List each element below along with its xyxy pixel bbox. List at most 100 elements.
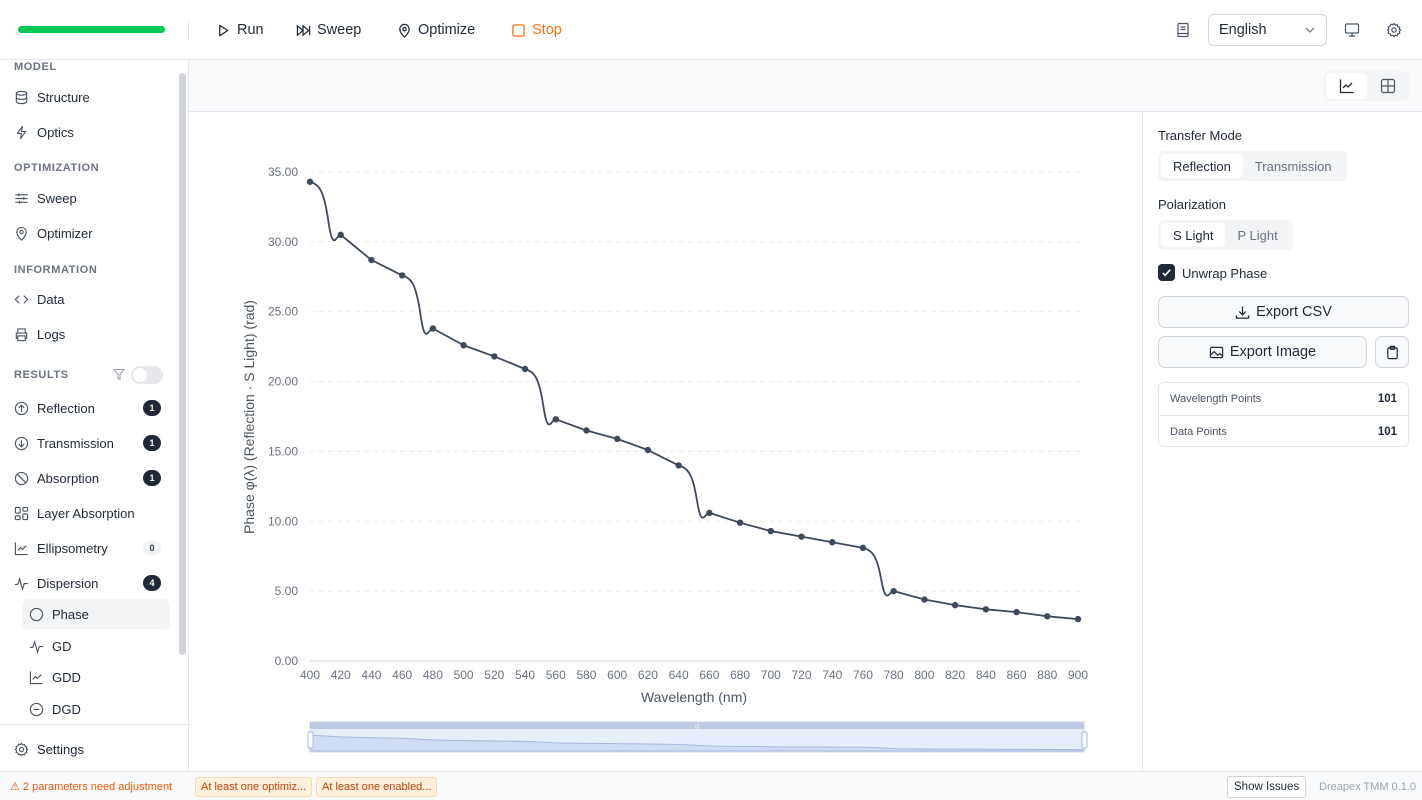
issue-chip[interactable]: At least one enabled...: [316, 777, 438, 797]
data-point[interactable]: [675, 462, 682, 469]
data-point[interactable]: [306, 178, 314, 185]
sidebar-subitem-gd[interactable]: GD: [22, 631, 170, 661]
data-zoom-slider[interactable]: |||: [307, 721, 1088, 753]
sidebar-item-transmission[interactable]: Transmission: [14, 430, 164, 456]
sidebar-item-settings[interactable]: Settings: [14, 736, 164, 762]
sidebar-item-data[interactable]: Data: [14, 286, 164, 312]
gear-icon: [1386, 22, 1402, 38]
data-point[interactable]: [614, 435, 621, 443]
zoom-handle-right[interactable]: [1081, 731, 1088, 749]
data-point[interactable]: [706, 509, 713, 517]
data-point[interactable]: [736, 519, 744, 526]
data-point[interactable]: [982, 606, 990, 613]
data-point[interactable]: [644, 446, 652, 454]
phase-line-chart[interactable]: 0.00 5.00 10.00 15.00 20.00 25.00 30.00 35.00 4…: [189, 112, 1142, 771]
sidebar-subitem-gdd[interactable]: GDD: [22, 662, 170, 692]
sidebar-item-dispersion[interactable]: Dispersion: [14, 570, 164, 596]
printer-icon: [15, 327, 28, 341]
section-optimization: OPTIMIZATION: [14, 162, 100, 174]
data-point[interactable]: [460, 342, 467, 349]
view-toggle: [1324, 71, 1410, 101]
display-button[interactable]: [1342, 20, 1362, 40]
export-csv-button[interactable]: Export CSV: [1158, 296, 1409, 328]
data-point[interactable]: [521, 365, 529, 373]
sidebar-label: Data: [37, 291, 65, 307]
arrow-up-circle-icon: [14, 401, 29, 415]
data-point[interactable]: [859, 544, 867, 552]
activity-icon: [14, 576, 29, 591]
show-issues-button[interactable]: Show Issues: [1227, 776, 1307, 798]
zoom-handle-left[interactable]: [307, 731, 314, 749]
settings-button[interactable]: [1384, 20, 1404, 40]
sidebar-item-logs[interactable]: Logs: [14, 321, 164, 347]
unwrap-phase-checkbox[interactable]: [1158, 264, 1175, 281]
x-tick-label: 740: [822, 668, 842, 682]
transfer-mode-reflection[interactable]: Reflection: [1161, 154, 1243, 178]
grid-icon: [1380, 78, 1395, 94]
polarization-p-light[interactable]: P Light: [1237, 227, 1278, 243]
filter-icon[interactable]: [113, 368, 125, 381]
sidebar-item-absorption[interactable]: Absorption: [14, 465, 164, 491]
sidebar-scrollbar[interactable]: [179, 73, 186, 655]
data-point[interactable]: [1013, 608, 1020, 616]
results-filter-toggle[interactable]: [131, 366, 163, 384]
polarization-s-light[interactable]: S Light: [1161, 223, 1226, 247]
copy-to-clipboard-button[interactable]: [1375, 336, 1409, 368]
x-tick-label: 820: [945, 668, 965, 682]
sidebar-item-layer-absorption[interactable]: Layer Absorption: [14, 500, 164, 526]
y-tick-label: 20.00: [268, 375, 298, 389]
transfer-mode-transmission[interactable]: Transmission: [1254, 158, 1332, 174]
export-image-button[interactable]: Export Image: [1158, 336, 1367, 368]
sidebar-item-optimizer[interactable]: Optimizer: [14, 220, 164, 246]
sidebar-subitem-phase[interactable]: Phase: [22, 599, 170, 629]
data-point[interactable]: [429, 325, 437, 332]
data-point[interactable]: [583, 427, 590, 434]
y-tick-label: 15.00: [268, 444, 298, 458]
parameter-warning[interactable]: ⚠ 2 parameters need adjustment: [10, 781, 173, 793]
reflection-count-badge: 1: [143, 400, 161, 416]
data-point[interactable]: [921, 596, 928, 603]
sidebar-item-ellipsometry[interactable]: Ellipsometry: [14, 535, 164, 561]
table-view-button[interactable]: [1367, 73, 1408, 99]
data-point[interactable]: [491, 353, 498, 360]
sidebar-item-reflection[interactable]: Reflection: [14, 395, 164, 421]
x-tick-label: 620: [638, 668, 658, 682]
data-point[interactable]: [368, 256, 375, 264]
absorption-count-badge: 1: [143, 470, 161, 486]
data-point[interactable]: [890, 587, 897, 595]
data-point[interactable]: [951, 601, 959, 609]
sweep-button[interactable]: Sweep: [296, 18, 361, 42]
docs-button[interactable]: [1173, 20, 1193, 40]
data-point[interactable]: [829, 539, 836, 546]
data-point[interactable]: [798, 533, 805, 540]
data-point[interactable]: [552, 416, 559, 423]
clipboard-icon: [1386, 345, 1398, 359]
stop-square-icon: [512, 23, 525, 37]
chevron-down-icon: [1305, 27, 1315, 33]
chart-view-button[interactable]: [1326, 73, 1367, 99]
stop-button[interactable]: Stop: [511, 18, 562, 42]
data-point[interactable]: [398, 272, 406, 279]
data-point[interactable]: [337, 231, 344, 239]
optimize-button[interactable]: Optimize: [397, 18, 475, 42]
check-icon: [1162, 269, 1171, 277]
data-point[interactable]: [1044, 613, 1051, 620]
section-information: INFORMATION: [14, 264, 98, 276]
issue-chip[interactable]: At least one optimiz...: [195, 777, 313, 797]
sidebar-item-structure[interactable]: Structure: [14, 84, 164, 110]
x-tick-label: 840: [976, 668, 996, 682]
sidebar-item-sweep[interactable]: Sweep: [14, 185, 164, 211]
ellipsometry-count-badge: 0: [143, 540, 161, 556]
transfer-mode-segmented: Reflection Transmission: [1158, 151, 1347, 181]
sidebar-label: Structure: [37, 89, 90, 105]
run-button[interactable]: Run: [216, 18, 264, 42]
x-tick-label: 440: [361, 668, 381, 682]
x-tick-label: 540: [515, 668, 535, 682]
sidebar-subitem-dgd[interactable]: DGD: [22, 694, 170, 724]
polarization-label: Polarization: [1158, 197, 1226, 212]
stat-label: Wavelength Points: [1170, 393, 1262, 405]
data-point[interactable]: [1074, 615, 1082, 623]
language-select[interactable]: English: [1208, 14, 1327, 46]
sidebar-item-optics[interactable]: Optics: [14, 119, 164, 145]
data-point[interactable]: [767, 527, 774, 535]
